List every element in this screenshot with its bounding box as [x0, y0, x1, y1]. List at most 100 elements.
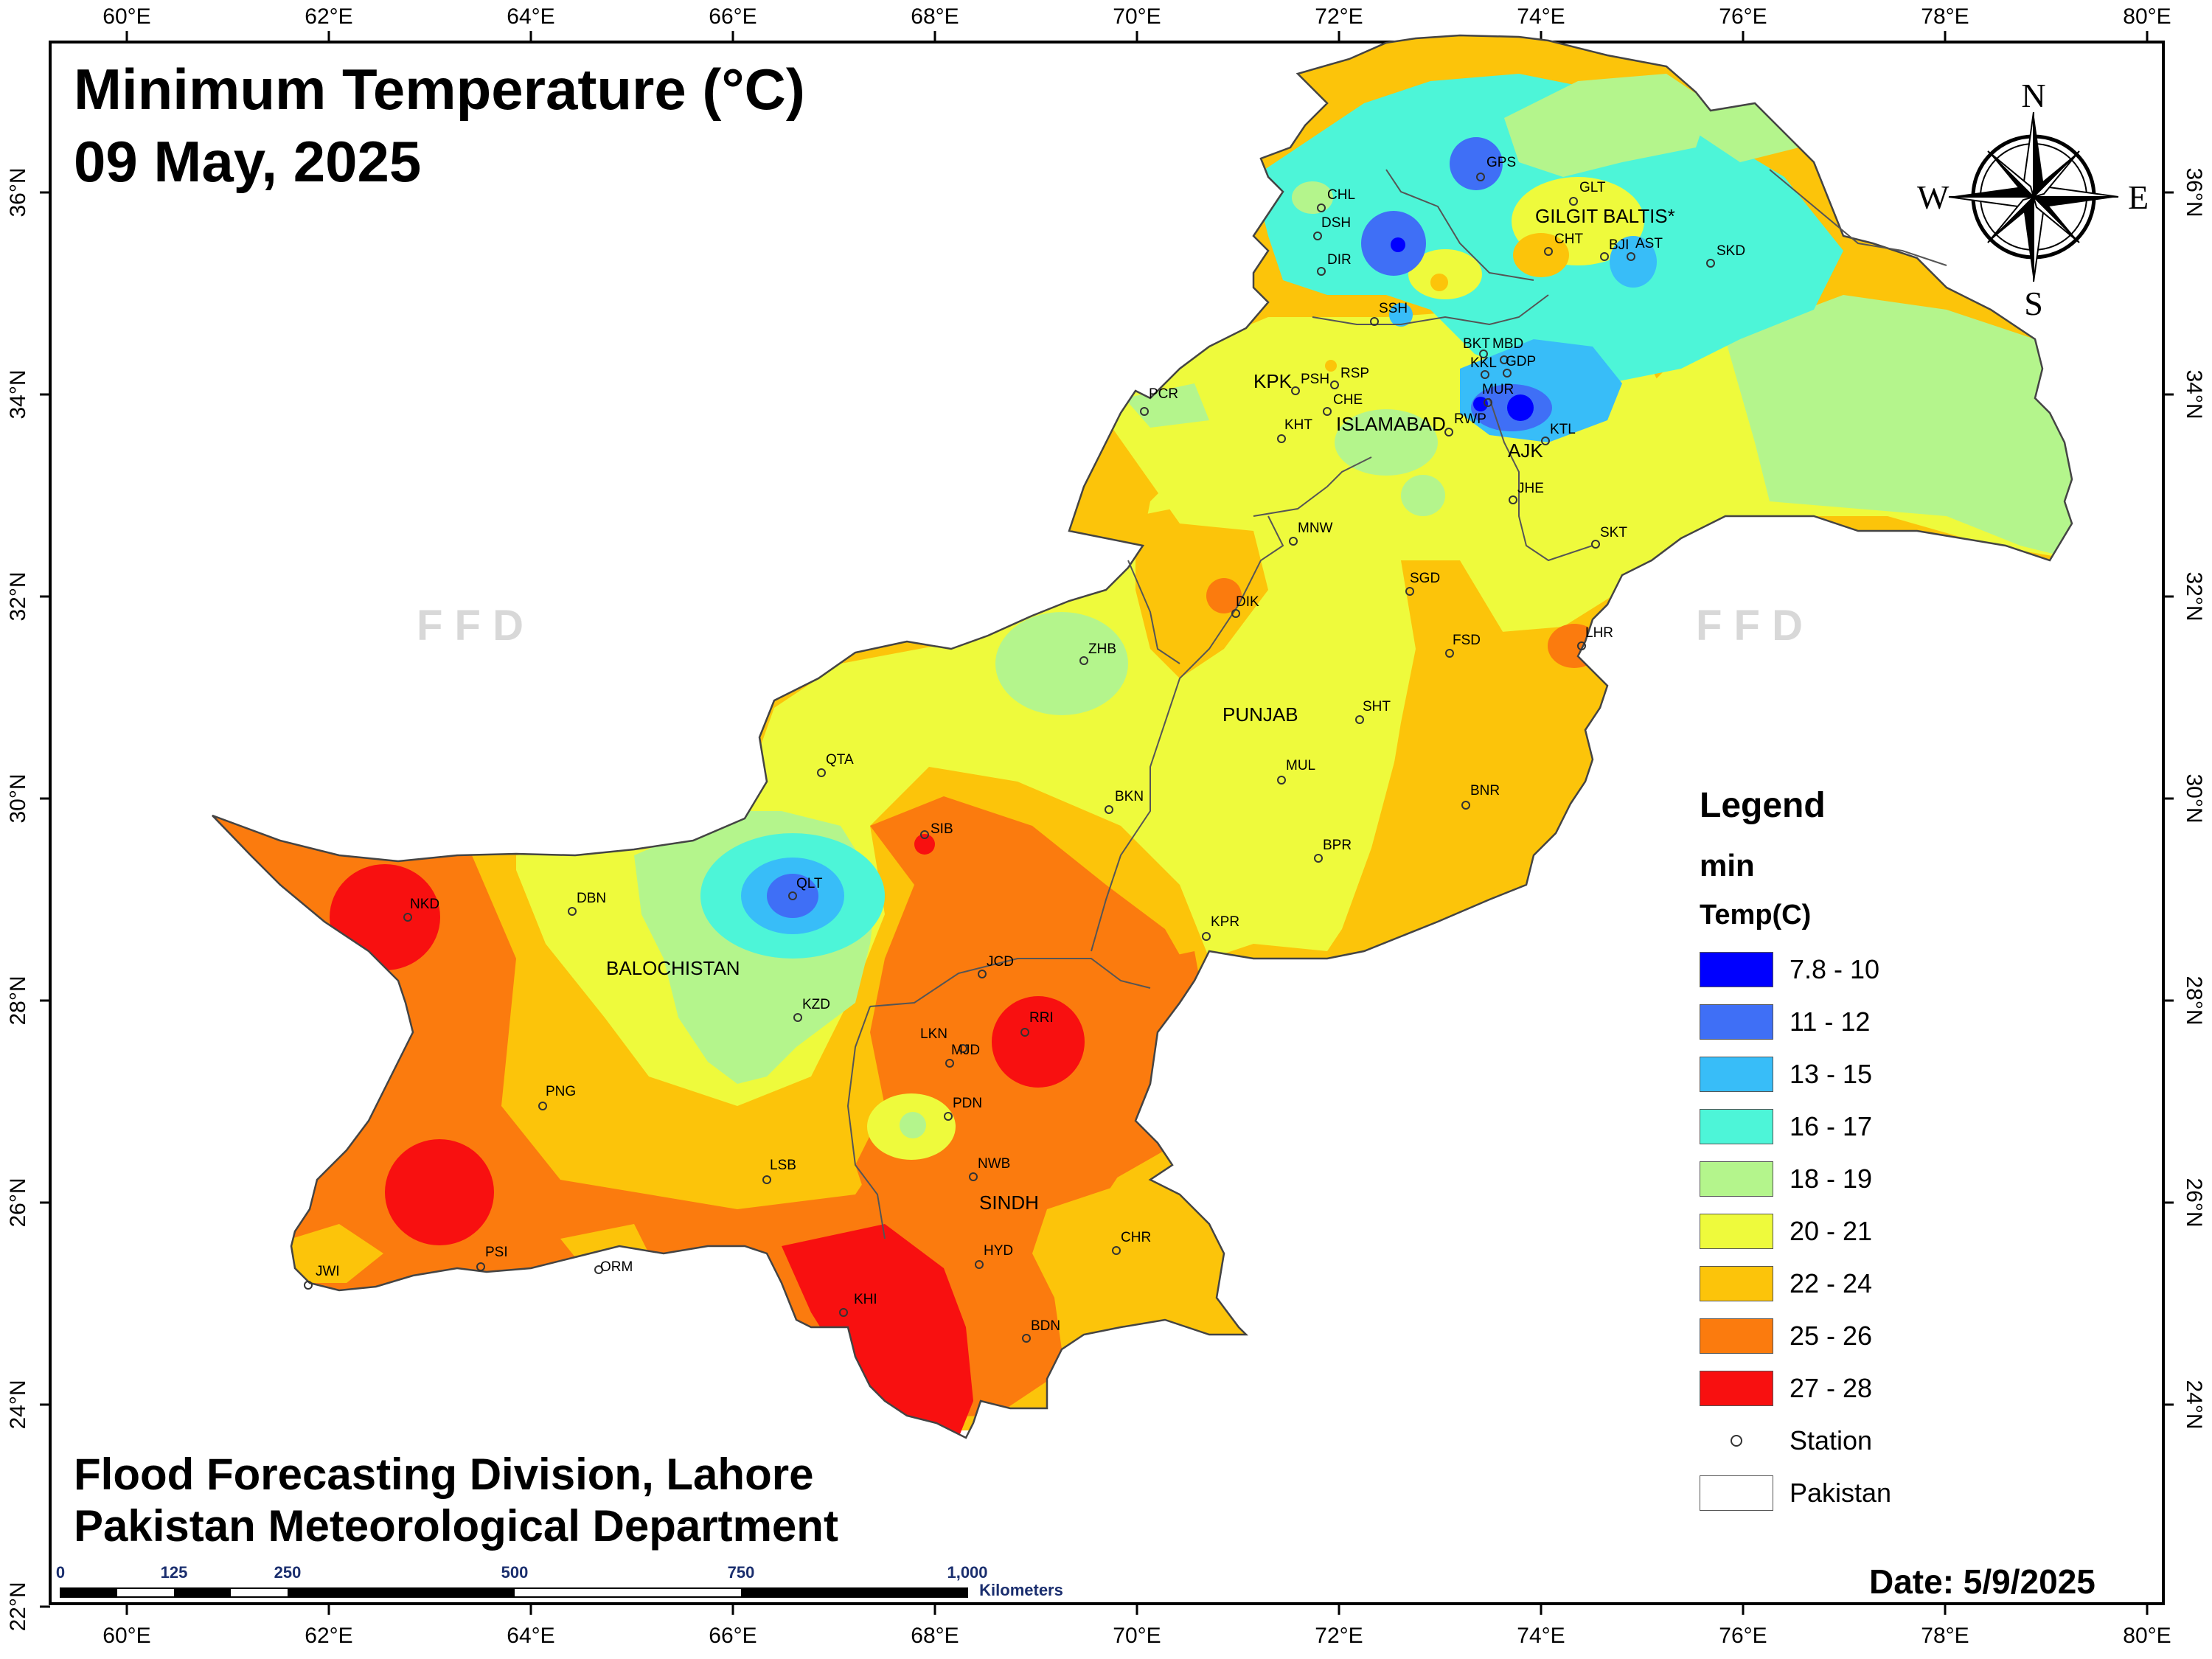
station-label: CHR — [1121, 1230, 1151, 1245]
station-label: JHE — [1517, 481, 1544, 496]
station-label: MNW — [1298, 521, 1333, 536]
legend-label: 22 - 24 — [1790, 1267, 1873, 1298]
station-label: SKD — [1717, 243, 1745, 259]
station-label: PSH — [1301, 372, 1329, 387]
station-label: SHT — [1363, 699, 1391, 714]
lon-label: 64°E — [507, 4, 554, 29]
station-label: MUL — [1286, 758, 1315, 773]
legend-label: 11 - 12 — [1790, 1006, 1871, 1037]
lon-label: 64°E — [507, 1624, 554, 1648]
legend-row: 18 - 19 — [1700, 1152, 2009, 1205]
station-label: DIR — [1327, 252, 1352, 268]
station-label: KPR — [1211, 914, 1239, 930]
scale-bar: 0 125 250 500 750 1,000 Kilometers — [56, 1563, 1063, 1599]
station-label: RSP — [1340, 366, 1369, 381]
legend-label: Station — [1790, 1425, 1873, 1455]
lat-label: 36°N — [2182, 167, 2206, 217]
station-label: BPR — [1323, 838, 1352, 853]
legend-row: 22 - 24 — [1700, 1257, 2009, 1310]
lon-label: 68°E — [911, 1624, 959, 1648]
lon-label: 72°E — [1315, 4, 1363, 29]
legend-swatch — [1700, 1318, 1773, 1354]
legend-swatch — [1700, 1370, 1773, 1406]
station-label: PNG — [546, 1084, 576, 1099]
compass-rose: N S E W — [1917, 77, 2149, 322]
legend-label: 7.8 - 10 — [1790, 953, 1880, 984]
lat-label: 22°N — [6, 1582, 30, 1631]
lon-label: 80°E — [2123, 1624, 2171, 1648]
lat-label: 30°N — [2182, 773, 2206, 823]
region-label: BALOCHISTAN — [606, 957, 740, 979]
station-label: RWP — [1454, 411, 1486, 427]
region-label: SINDH — [979, 1192, 1039, 1214]
lat-label: 34°N — [6, 369, 30, 419]
station-label: SKT — [1600, 525, 1627, 540]
credit-line-2: Pakistan Meteorological Department — [74, 1501, 838, 1551]
lon-label: 66°E — [709, 1624, 757, 1648]
station-icon — [1731, 1434, 1742, 1447]
legend-row: 27 - 28 — [1700, 1362, 2009, 1414]
legend-row: 7.8 - 10 — [1700, 943, 2009, 995]
compass-e: E — [2128, 178, 2149, 216]
legend-row-boundary: Pakistan — [1700, 1467, 2009, 1519]
station-label: HYD — [984, 1243, 1013, 1259]
lat-label: 28°N — [2182, 975, 2206, 1025]
scale-tick: 750 — [728, 1563, 755, 1582]
scale-tick: 250 — [274, 1563, 302, 1582]
issue-date: Date: 5/9/2025 — [1869, 1562, 2096, 1601]
station-label: RRI — [1029, 1010, 1054, 1026]
legend-row: 11 - 12 — [1700, 995, 2009, 1048]
station-label: JWI — [316, 1264, 340, 1279]
credit-line-1: Flood Forecasting Division, Lahore — [74, 1450, 814, 1499]
lon-label: 74°E — [1517, 4, 1565, 29]
station-label: QTA — [826, 752, 854, 768]
legend-swatch — [1700, 1213, 1773, 1249]
legend-label: 27 - 28 — [1790, 1372, 1873, 1403]
station-label: BJI — [1609, 237, 1629, 253]
region-label: ISLAMABAD — [1336, 413, 1446, 435]
compass-w: W — [1917, 178, 1950, 216]
lat-label: 24°N — [6, 1380, 30, 1429]
legend-swatch — [1700, 1004, 1773, 1040]
station-label: DIK — [1236, 594, 1259, 610]
station-label: CHE — [1333, 392, 1363, 408]
region-label: PUNJAB — [1222, 703, 1298, 726]
legend-label: 16 - 17 — [1790, 1110, 1873, 1141]
station-label: GPS — [1486, 155, 1516, 170]
scale-tick: 0 — [56, 1563, 65, 1582]
station-label: ORM — [600, 1259, 633, 1275]
station-label: GDP — [1506, 354, 1536, 369]
station-label: GLT — [1579, 180, 1606, 195]
legend-swatch — [1700, 1161, 1773, 1197]
lon-label: 76°E — [1719, 1624, 1767, 1648]
station-label: BKT — [1463, 336, 1490, 352]
lat-label: 26°N — [2182, 1178, 2206, 1227]
station-label: MJD — [951, 1043, 980, 1058]
station-label: KKL — [1470, 355, 1497, 371]
station-label: PSI — [485, 1245, 508, 1260]
station-label: KTL — [1550, 422, 1576, 437]
legend: Legend min Temp(C) 7.8 - 10 11 - 12 13 - 1… — [1700, 785, 2009, 1519]
station-label: BNR — [1470, 783, 1500, 799]
legend-row: 25 - 26 — [1700, 1310, 2009, 1362]
lon-label: 72°E — [1315, 1624, 1363, 1648]
region-label: KPK — [1253, 370, 1293, 392]
station-label: SSH — [1379, 301, 1408, 316]
boundary-swatch — [1700, 1475, 1773, 1511]
lat-label: 30°N — [6, 773, 30, 823]
compass-n: N — [2021, 77, 2045, 114]
station-label: LKN — [920, 1026, 947, 1042]
legend-label: 20 - 21 — [1790, 1215, 1873, 1246]
station-label: PCR — [1149, 386, 1178, 402]
province-borders — [846, 169, 1947, 1239]
station-label: QLT — [796, 876, 823, 891]
station-label: KZD — [802, 997, 830, 1012]
lat-label: 32°N — [6, 571, 30, 621]
station-label: FSD — [1453, 633, 1481, 648]
station-label: LHR — [1585, 625, 1613, 641]
legend-swatch — [1700, 951, 1773, 987]
legend-label: Pakistan — [1790, 1477, 1892, 1508]
lat-label: 32°N — [2182, 571, 2206, 621]
lon-label: 60°E — [102, 1624, 150, 1648]
map-title: Minimum Temperature (°C) — [74, 57, 805, 122]
